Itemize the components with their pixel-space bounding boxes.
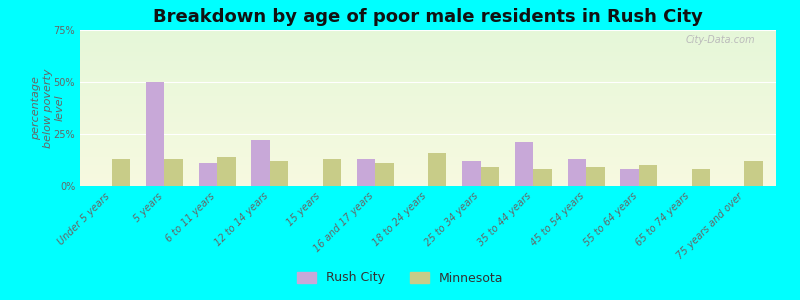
Bar [462, 161, 481, 186]
Bar [744, 161, 763, 186]
Bar [357, 159, 375, 186]
Bar [375, 163, 394, 186]
Bar [217, 157, 235, 186]
Bar [621, 169, 639, 186]
Title: Breakdown by age of poor male residents in Rush City: Breakdown by age of poor male residents … [153, 8, 703, 26]
Bar [481, 167, 499, 186]
Bar [428, 153, 446, 186]
Bar [112, 159, 130, 186]
Legend: Rush City, Minnesota: Rush City, Minnesota [290, 265, 510, 291]
Bar [146, 82, 164, 186]
Bar [251, 140, 270, 186]
Bar [692, 169, 710, 186]
Bar [164, 159, 183, 186]
Bar [639, 165, 658, 186]
Bar [586, 167, 605, 186]
Bar [198, 163, 217, 186]
Bar [322, 159, 341, 186]
Text: City-Data.com: City-Data.com [686, 35, 755, 45]
Y-axis label: percentage
below poverty
level: percentage below poverty level [31, 68, 65, 148]
Bar [515, 142, 534, 186]
Bar [270, 161, 288, 186]
Bar [568, 159, 586, 186]
Bar [534, 169, 552, 186]
